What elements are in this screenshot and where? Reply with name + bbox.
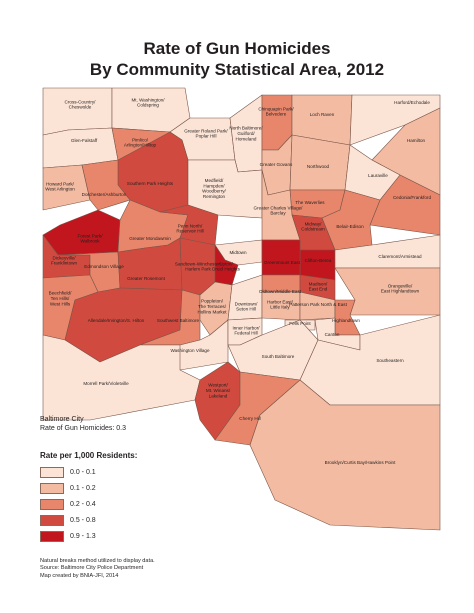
csa-label-washington-village: Washington Village <box>170 348 210 353</box>
csa-label-hamilton: Hamilton <box>407 138 426 143</box>
legend-item: 0.5 - 0.8 <box>40 514 137 527</box>
csa-label-allendale-irvington-s-hilton: Allendale/Irvington/S. Hilton <box>88 318 145 323</box>
csa-orangeville-east-highlandtown <box>334 267 441 316</box>
csa-upton-druid-heights <box>214 244 239 286</box>
csa-label-northwood: Northwood <box>307 164 330 169</box>
city-summary: Baltimore City Rate of Gun Homicides: 0.… <box>40 415 126 433</box>
csa-label-southern-park-heights: Southern Park Heights <box>127 181 174 186</box>
csa-regions <box>42 87 441 531</box>
csa-label-midway-coldstream: Midway/Coldstream <box>301 221 325 231</box>
city-label: Baltimore City <box>40 416 84 423</box>
csa-label-cherry-hill: Cherry Hill <box>239 416 260 421</box>
legend-label: 0.2 - 0.4 <box>70 501 96 508</box>
legend-item: 0.9 - 1.3 <box>40 530 137 543</box>
csa-label-harford-echodale: Harford/Echodale <box>394 100 430 105</box>
legend-swatch <box>40 499 64 510</box>
legend-swatch <box>40 531 64 542</box>
csa-label-madison-east-end: Madison/East End <box>309 281 328 291</box>
csa-label-midtown: Midtown <box>229 250 247 255</box>
csa-cedonia-frankford <box>369 174 441 236</box>
legend-title: Rate per 1,000 Residents: <box>40 451 138 460</box>
csa-label-highlandtown: Highlandtown <box>332 318 360 323</box>
csa-label-pimlico-arlington-hilltop: Pimlico/Arlington/Hilltop <box>124 137 157 147</box>
csa-label-greater-roland-park-poplar-hill: Greater Roland Park/Poplar Hill <box>184 128 228 138</box>
csa-label-sandtown-winchester-harlem-park: Sandtown-Winchester/Harlem Park <box>175 261 222 271</box>
csa-label-chinquapin-park-belvedere: Chinquapin Park/Belvedere <box>258 106 294 116</box>
csa-label-greater-charles-village-barclay: Greater Charles Village/Barclay <box>254 205 304 215</box>
title-line-2: By Community Statistical Area, 2012 <box>89 60 385 79</box>
legend-item: 0.0 - 0.1 <box>40 466 137 479</box>
map-title: Rate of Gun Homicides By Community Stati… <box>0 38 474 80</box>
legend-swatch <box>40 515 64 526</box>
csa-mt-washington-coldspring <box>111 87 191 133</box>
legend-swatch <box>40 467 64 478</box>
csa-label-upton-druid-heights: Upton/Druid Heights <box>212 261 241 271</box>
legend-label: 0.1 - 0.2 <box>70 485 96 492</box>
csa-label-morrell-park-violetville: Morrell Park/Violetville <box>83 381 129 386</box>
legend-label: 0.0 - 0.1 <box>70 469 96 476</box>
legend-item: 0.1 - 0.2 <box>40 482 137 495</box>
csa-label-south-baltimore: South Baltimore <box>262 354 295 359</box>
csa-label-greater-mondawmin: Greater Mondawmin <box>129 236 171 241</box>
note-credit: Map created by BNIA-JFI, 2014 <box>40 572 119 579</box>
csa-label-howard-park-west-arlington: Howard Park/West Arlington <box>45 181 75 191</box>
legend-label: 0.5 - 0.8 <box>70 517 96 524</box>
csa-label-dickeyville-franklintown: Dickeyville/Franklintown <box>51 255 77 265</box>
csa-label-brooklyn-curtis-bay-hawkins-point: Brooklyn/Curtis Bay/Hawkins Point <box>325 460 396 465</box>
csa-label-medfield-hampden-woodberry-remington: Medfield/Hampden/Woodberry/Remington <box>202 178 226 199</box>
csa-label-westport-mt-winans-lakeland: Westport/Mt. Winans/Lakeland <box>206 383 231 399</box>
csa-label-penn-north-reservoir-hill: Penn North/Reservoir Hill <box>176 223 203 233</box>
csa-label-fells-point: Fells Point <box>289 321 311 326</box>
csa-greenmount-east <box>261 239 301 276</box>
csa-label-southeastern: Southeastern <box>376 358 404 363</box>
csa-claremont-armistead <box>334 234 441 269</box>
csa-label-downtown-seton-hill: Downtown/Seton Hill <box>235 301 258 311</box>
csa-brooklyn-curtis-bay-hawkins-point <box>249 379 441 531</box>
csa-label-greenmount-east: Greenmount East <box>264 260 301 265</box>
source-notes: Natural breaks method utilized to displa… <box>40 558 155 580</box>
csa-label-forest-park-walbrook: Forest Park/Walbrook <box>77 233 103 243</box>
legend-item: 0.2 - 0.4 <box>40 498 137 511</box>
csa-label-greater-rosemont: Greater Rosemont <box>127 276 166 281</box>
csa-label-clifton-berea: Clifton-Berea <box>305 258 332 263</box>
csa-label-southwest-baltimore: Southwest Baltimore <box>157 318 200 323</box>
note-source: Source: Baltimore City Police Department <box>40 565 144 572</box>
legend-swatch <box>40 483 64 494</box>
csa-label-mt-washington-coldspring: Mt. Washington/Coldspring <box>131 97 165 107</box>
city-rate: Rate of Gun Homicides: 0.3 <box>40 425 126 432</box>
legend: Rate per 1,000 Residents: 0.0 - 0.1 0.1 -… <box>40 451 137 546</box>
csa-label-canton: Canton <box>325 332 340 337</box>
csa-label-cross-country-cheswolde: Cross-Country/Cheswolde <box>65 99 97 109</box>
csa-label-glen-falstaff: Glen-Falstaff <box>71 138 98 143</box>
csa-label-cedonia-frankford: Cedonia/Frankford <box>393 195 431 200</box>
csa-label-belair-edison: Belair-Edison <box>336 224 364 229</box>
note-method: Natural breaks method utilized to displa… <box>40 558 155 564</box>
csa-label-dorchester-ashburton: Dorchester/Ashburton <box>82 192 127 197</box>
csa-label-greater-govans: Greater Govans <box>260 162 293 167</box>
csa-label-poppleton-the-terraces-hollins-market: Poppleton/The Terraces/Hollins Market <box>197 299 227 315</box>
csa-label-inner-harbor-federal-hill: Inner Harbor/Federal Hill <box>232 325 260 335</box>
csa-label-lauraville: Lauraville <box>368 173 388 178</box>
csa-label-edmondson-village: Edmondson Village <box>84 264 124 269</box>
csa-label-harbor-east-little-italy: Harbor East/Little Italy <box>267 299 294 309</box>
csa-labels: Cross-Country/Cheswolde Mt. Washington/Co… <box>45 97 431 465</box>
csa-label-beechfield-ten-hills-west-hills: Beechfield/Ten Hills/West Hills <box>49 291 72 307</box>
csa-label-claremont-armistead: Claremont/Armistead <box>378 254 422 259</box>
csa-label-loch-raven: Loch Raven <box>310 112 335 117</box>
csa-label-orangeville-east-highlandtown: Orangeville/East Highlandtown <box>381 283 420 293</box>
csa-label-oldtown-middle-east: Oldtown/Middle East <box>259 289 302 294</box>
legend-items: 0.0 - 0.1 0.1 - 0.2 0.2 - 0.4 0.5 - 0.8 0.9 … <box>40 466 137 543</box>
csa-northwood <box>289 134 351 191</box>
legend-label: 0.9 - 1.3 <box>70 533 96 540</box>
csa-label-north-baltimore-guilford-homeland: North Baltimore/Guilford/Homeland <box>229 126 263 142</box>
title-line-1: Rate of Gun Homicides <box>143 39 331 58</box>
csa-label-the-waverlies: The Waverlies <box>295 200 325 205</box>
csa-cross-country-cheswolde <box>42 87 113 136</box>
csa-morrell-park-violetville <box>42 334 201 421</box>
csa-label-patterson-park-north-east: Patterson Park North & East <box>289 302 347 307</box>
